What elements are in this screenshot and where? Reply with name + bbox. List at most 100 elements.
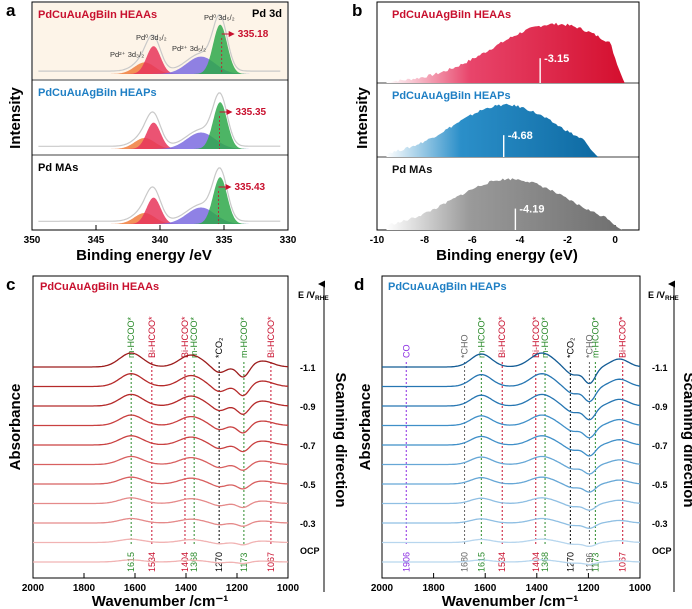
ir-spectrum-curve [33, 352, 289, 378]
ir-potential-label: OCP [300, 546, 320, 556]
panel-c-xlabel: Wavenumber /cm⁻¹ [92, 593, 229, 609]
ir-tick-label: 1000 [629, 583, 652, 594]
ir-band-label: Bi-HCOO* [497, 316, 507, 358]
panel-b-tick-label: -8 [420, 235, 429, 246]
panel-b-sample-name: PdCuAuAgBiIn HEAPs [392, 90, 511, 102]
ir-potential-label: OCP [652, 546, 672, 556]
panel-b-center-value: -4.68 [508, 130, 533, 142]
ir-spectrum-curve [33, 435, 288, 453]
panel-b-vb-area [386, 103, 599, 157]
ir-spectrum-curve [33, 538, 288, 546]
ir-tick-label: 1800 [73, 583, 96, 594]
panel-b-tick-label: -6 [468, 235, 477, 246]
panel-b-tick-label: 0 [612, 235, 618, 246]
ir-potential-label: -0.7 [300, 441, 316, 451]
ir-tick-label: 2000 [371, 583, 394, 594]
ir-potential-label: -0.9 [300, 402, 316, 412]
panel-b-sample-name: PdCuAuAgBiIn HEAAs [392, 9, 511, 21]
panel-a-fit-peak-3 [192, 177, 249, 224]
panel-a-peak-value: 335.35 [236, 107, 267, 118]
ir-spectrum-curve [33, 393, 289, 415]
panel-c-title: PdCuAuAgBiIn HEAAs [40, 281, 159, 293]
panel-d-scan-label: Scanning direction [680, 372, 692, 507]
panel-a-sample-name: PdCuAuAgBiIn HEAAs [38, 9, 157, 21]
peak-label-pd2-3d32: Pd²⁺ 3d₃/₂ [110, 50, 144, 59]
panel-a-tick-label: 330 [280, 235, 297, 246]
panel-a-sample-name: PdCuAuAgBiIn HEAPs [38, 87, 157, 99]
panel-a-ylabel: Intensity [7, 87, 24, 149]
panel-b-xlabel: Binding energy (eV) [436, 247, 578, 264]
panel-a-spectra: PdCuAuAgBiIn HEAAs 335.18 PdCuAuAgBiIn HEA… [33, 3, 287, 224]
panel-a-letter: a [6, 1, 16, 20]
ir-band-label: Bi-HCOO* [531, 316, 541, 358]
ir-spectrum-curve [382, 393, 641, 421]
ir-tick-label: 1400 [526, 583, 549, 594]
ir-spectrum-curve [33, 476, 289, 490]
ir-potential-label: -0.5 [300, 480, 316, 490]
panel-a-fit-peak-3 [192, 24, 249, 74]
panel-a-fit-peak-2 [145, 132, 258, 149]
ir-tick-label: 1000 [277, 583, 300, 594]
panel-d-potentials: OCP -0.3 -0.5 -0.7 -0.9 -1.1 [652, 363, 672, 556]
panel-d-ylabel: Absorbance [357, 384, 374, 471]
panel-a-fit-peak-1 [126, 122, 182, 149]
ir-band-label: m-HCOO* [476, 317, 486, 358]
panel-c: c PdCuAuAgBiIn HEAAs Absorbance Wavenumb… [6, 275, 349, 609]
ir-band-label: m-HCOO* [126, 317, 136, 358]
ir-band-label: Bi-HCOO* [618, 316, 628, 358]
panel-a-sample-name: Pd MAs [38, 162, 78, 174]
panel-d: d PdCuAuAgBiIn HEAPs Absorbance Wavenumb… [354, 275, 692, 609]
panel-c-curves [33, 352, 289, 565]
ir-spectrum-curve [382, 559, 640, 566]
ir-band-wavenumber: 1368 [540, 552, 550, 572]
panel-a-fit-peak-3 [192, 102, 249, 149]
panel-a-tick-label: 340 [152, 235, 169, 246]
ir-band-wavenumber: 1615 [476, 552, 486, 572]
ir-spectrum-curve [33, 497, 288, 509]
panel-d-curves [382, 352, 641, 566]
ir-spectrum-curve [33, 517, 288, 527]
ir-band-label: *CHO [460, 334, 470, 358]
panel-c-xticks: 2000 1800 1600 1400 1200 1000 [22, 573, 300, 594]
panel-a-fit-peak-2 [145, 207, 258, 224]
panel-d-frame [381, 275, 641, 579]
ir-band-wavenumber: 1404 [180, 552, 190, 572]
ir-potential-label: -0.3 [300, 519, 316, 529]
ir-spectrum-curve [382, 373, 641, 403]
panel-a-tick-label: 335 [216, 235, 233, 246]
ir-tick-label: 2000 [22, 583, 45, 594]
peak-label-pd2-3d52: Pd²⁺ 3d₅/₂ [172, 44, 206, 53]
panel-b-center-value: -4.19 [519, 204, 544, 216]
panel-d-letter: d [354, 275, 364, 294]
ir-band-label: m-HCOO* [239, 317, 249, 358]
panel-a: a Intensity Binding energy /eV 350 345 340… [6, 1, 297, 264]
ir-band-wavenumber: 1270 [565, 552, 575, 572]
ir-band-label: m-HCOO* [189, 317, 199, 358]
ir-spectrum-curve [382, 517, 641, 529]
ir-spectrum-curve [382, 435, 641, 457]
panel-a-peak-value: 335.43 [234, 182, 265, 193]
ir-spectrum-curve [33, 414, 289, 434]
panel-c-ylabel: Absorbance [7, 384, 24, 471]
panel-c-potentials: OCP -0.3 -0.5 -0.7 -0.9 -1.1 [300, 363, 320, 556]
ir-spectrum-curve [382, 538, 641, 548]
panel-b-letter: b [352, 1, 362, 20]
ir-tick-label: 1400 [175, 583, 198, 594]
ir-band-label: CO [401, 345, 411, 359]
ir-band-wavenumber: 1368 [189, 552, 199, 572]
ir-spectrum-curve [382, 497, 641, 511]
ir-tick-label: 1600 [124, 583, 147, 594]
panel-c-frame [32, 275, 289, 579]
panel-c-potential-header: E /VRHE [298, 290, 329, 302]
panel-a-xticks: 350 345 340 335 330 [24, 225, 297, 246]
panel-d-title: PdCuAuAgBiIn HEAPs [388, 281, 507, 293]
panel-d-band-markers: CO1906*CHO1680m-HCOO*1615Bi-HCOO*1534Bi-… [401, 316, 627, 572]
ir-tick-label: 1800 [422, 583, 445, 594]
panel-a-tick-label: 350 [24, 235, 41, 246]
panel-b-tick-label: -2 [563, 235, 572, 246]
panel-b-ylabel: Intensity [354, 87, 371, 149]
panel-a-tick-label: 345 [88, 235, 105, 246]
ir-potential-label: -0.7 [652, 441, 668, 451]
panel-d-potential-header: E /VRHE [648, 290, 679, 302]
